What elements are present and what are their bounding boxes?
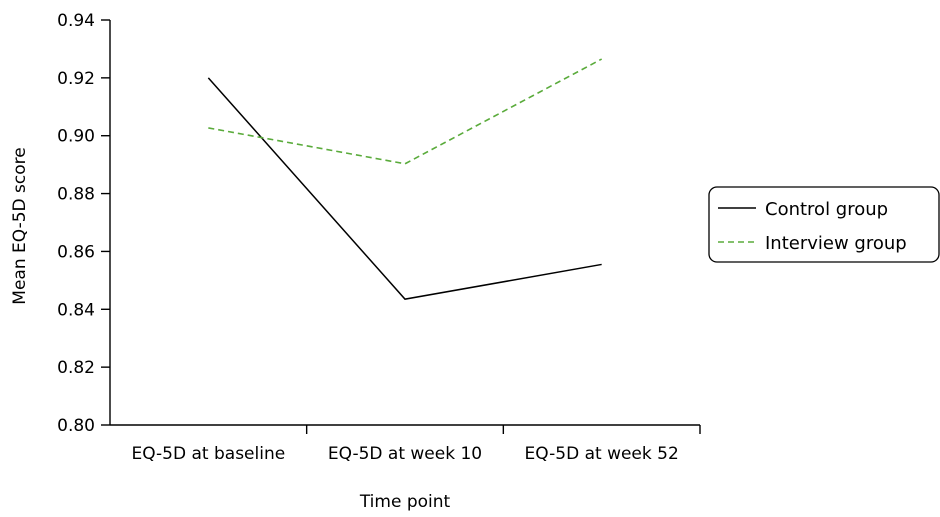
y-tick-label: 0.88 xyxy=(57,185,95,205)
y-tick-label: 0.84 xyxy=(57,300,95,320)
y-tick-label: 0.90 xyxy=(57,127,95,147)
axes: 0.80 0.82 0.84 0.86 0.88 0.90 0.92 0.94 EQ-5D at… xyxy=(57,11,701,464)
x-tick-label: EQ-5D at baseline xyxy=(131,444,285,464)
y-tick-label: 0.82 xyxy=(57,358,95,378)
legend-box xyxy=(708,186,940,263)
series-line-control-group xyxy=(207,77,602,300)
legend-label-interview-group: Interview group xyxy=(765,233,907,254)
y-axis-title: Mean EQ-5D score xyxy=(10,147,30,304)
legend: Control group Interview group xyxy=(708,186,940,263)
plot-area xyxy=(207,58,603,300)
y-tick-label: 0.86 xyxy=(57,242,95,262)
legend-label-control-group: Control group xyxy=(765,199,888,220)
x-tick-label: EQ-5D at week 52 xyxy=(525,444,679,464)
series-line-interview-group xyxy=(208,58,603,165)
x-axis-title: Time point xyxy=(359,492,451,512)
y-tick-label: 0.94 xyxy=(57,11,95,31)
y-tick-label: 0.80 xyxy=(57,416,95,436)
x-tick-label: EQ-5D at week 10 xyxy=(328,444,482,464)
y-tick-label: 0.92 xyxy=(57,69,95,89)
